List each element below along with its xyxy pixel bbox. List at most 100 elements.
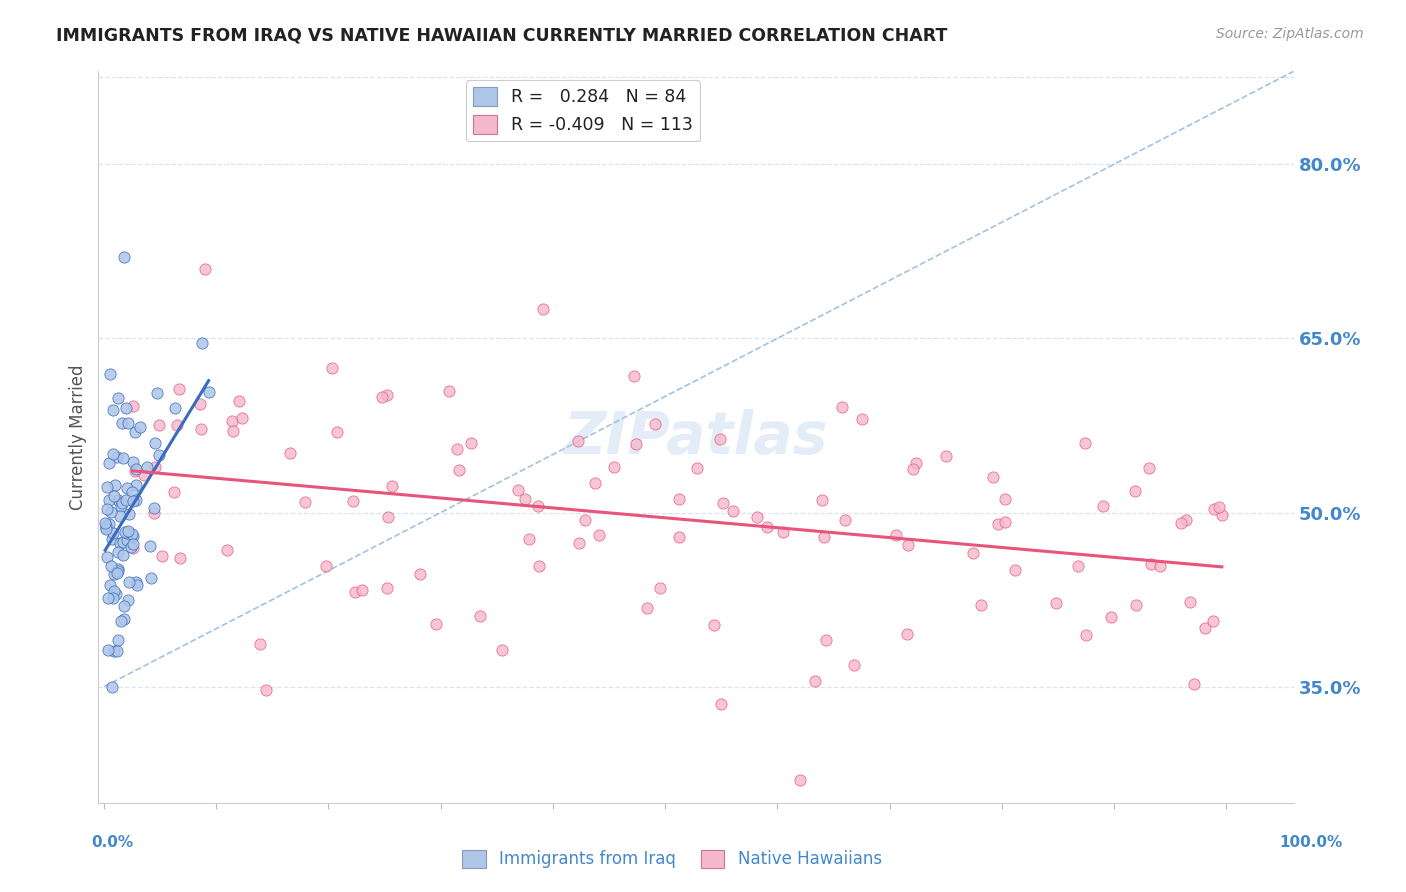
Point (221, 414, 243, 428)
Point (425, 616, 447, 631)
Point (644, 417, 666, 431)
Point (100, 559, 122, 574)
Point (136, 459, 159, 474)
Point (97, 643, 120, 657)
Point (970, 599, 993, 613)
Point (145, 436, 167, 450)
Point (96, 549, 118, 564)
Point (1149, 559, 1171, 574)
Point (188, 397, 211, 411)
Point (468, 608, 491, 623)
Point (98, 516, 121, 531)
Point (813, 530, 835, 544)
Point (371, 391, 394, 405)
Point (98, 493, 121, 508)
Point (747, 510, 769, 524)
Point (121, 399, 143, 413)
Point (125, 492, 148, 507)
Point (842, 658, 865, 673)
Point (125, 478, 148, 492)
Point (103, 583, 125, 598)
Point (112, 548, 135, 562)
Point (831, 400, 853, 414)
Point (124, 462, 146, 476)
Point (321, 360, 343, 375)
Point (344, 584, 367, 599)
Point (896, 627, 918, 641)
Point (1170, 516, 1192, 530)
Point (709, 432, 731, 446)
Point (851, 412, 873, 426)
Point (567, 434, 589, 449)
Text: IMMIGRANTS FROM IRAQ VS NATIVE HAWAIIAN CURRENTLY MARRIED CORRELATION CHART: IMMIGRANTS FROM IRAQ VS NATIVE HAWAIIAN … (56, 27, 948, 45)
Point (117, 533, 139, 547)
Point (103, 403, 125, 417)
Point (94, 521, 117, 535)
Point (1076, 628, 1098, 642)
Point (114, 401, 136, 415)
Point (294, 494, 316, 508)
Point (111, 451, 134, 466)
Point (506, 483, 529, 497)
Point (814, 633, 837, 648)
Point (94, 516, 117, 530)
Point (249, 637, 271, 651)
Point (100, 506, 122, 520)
Point (115, 481, 138, 495)
Point (110, 499, 132, 513)
Point (804, 673, 827, 688)
Point (1123, 484, 1146, 499)
Point (100, 577, 122, 591)
Point (142, 501, 165, 516)
Point (110, 536, 132, 550)
Point (447, 463, 470, 477)
Point (377, 510, 399, 524)
Point (101, 532, 124, 546)
Point (934, 450, 956, 464)
Y-axis label: Currently Married: Currently Married (69, 364, 87, 510)
Point (648, 581, 671, 595)
Point (1137, 461, 1160, 475)
Point (981, 470, 1004, 484)
Point (111, 534, 134, 549)
Point (100, 368, 122, 382)
Point (1182, 676, 1205, 690)
Point (215, 542, 238, 557)
Point (111, 495, 134, 509)
Point (115, 493, 138, 508)
Point (446, 442, 468, 456)
Point (105, 587, 128, 601)
Point (491, 643, 513, 657)
Point (96, 519, 118, 533)
Point (148, 417, 170, 432)
Point (710, 697, 733, 711)
Point (583, 476, 606, 491)
Point (103, 447, 125, 461)
Point (1125, 599, 1147, 613)
Point (163, 485, 186, 500)
Point (107, 632, 129, 647)
Point (409, 567, 432, 582)
Point (96, 502, 118, 516)
Point (527, 499, 550, 513)
Point (1204, 502, 1226, 516)
Point (315, 558, 337, 573)
Point (789, 772, 811, 787)
Point (1074, 436, 1097, 450)
Point (128, 420, 150, 434)
Point (903, 462, 925, 476)
Point (96, 480, 118, 494)
Point (165, 401, 187, 416)
Point (574, 513, 596, 527)
Point (105, 450, 128, 464)
Point (107, 391, 129, 405)
Point (110, 615, 132, 629)
Point (101, 680, 124, 694)
Point (1140, 558, 1163, 572)
Point (117, 524, 139, 538)
Point (703, 617, 725, 632)
Point (148, 448, 170, 462)
Point (122, 493, 145, 508)
Point (134, 467, 156, 482)
Point (97, 456, 120, 470)
